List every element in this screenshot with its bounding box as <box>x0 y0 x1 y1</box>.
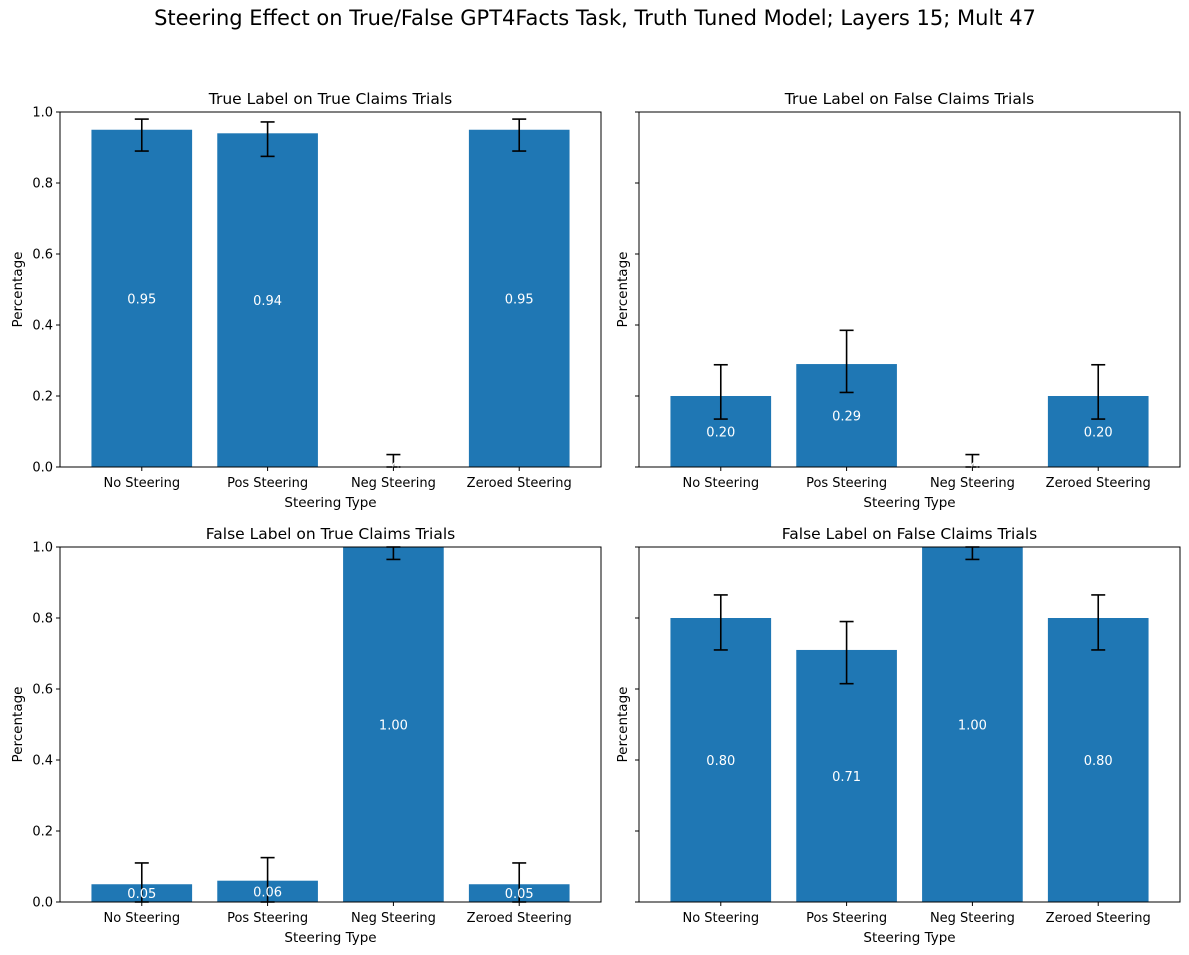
x-axis-label: Steering Type <box>284 930 376 946</box>
figure-title: Steering Effect on True/False GPT4Facts … <box>154 6 1036 30</box>
y-axis-label: Percentage <box>615 687 631 763</box>
error-bar <box>134 118 149 152</box>
bar <box>796 649 897 902</box>
bar <box>343 547 444 902</box>
y-axis-label: Percentage <box>10 687 26 763</box>
panel-title: True Label on False Claims Trials <box>784 90 1034 108</box>
y-tick-label: 0.2 <box>32 825 53 840</box>
x-tick-label: Neg Steering <box>930 476 1015 491</box>
panel-title: True Label on True Claims Trials <box>208 90 452 108</box>
x-tick-label: Neg Steering <box>351 911 436 926</box>
bar-value-label: 0.20 <box>706 426 735 441</box>
bar <box>91 129 193 467</box>
error-bar <box>713 363 728 420</box>
bar-value-label: 0.29 <box>832 410 861 425</box>
y-tick-label: 0.0 <box>32 461 53 476</box>
bar-value-label: 0.80 <box>706 754 735 769</box>
x-tick-label: Zeroed Steering <box>1046 476 1151 491</box>
y-tick-label: 0.8 <box>32 612 53 627</box>
chart-panel-3: 0.05 0.06 1.00 0.05 0.0 0.2 0.4 0.6 0.8 1.0 No Ste… <box>10 525 602 946</box>
bar <box>217 133 318 468</box>
bar-value-label: 0.95 <box>505 292 534 307</box>
x-tick-label: No Steering <box>682 911 759 926</box>
y-tick-label: 1.0 <box>32 541 53 556</box>
bar-value-label: 0.95 <box>127 292 156 307</box>
y-tick-label: 0.6 <box>32 683 53 698</box>
x-axis-label: Steering Type <box>863 930 955 946</box>
error-bar <box>839 620 854 685</box>
y-tick-label: 0.4 <box>32 319 53 334</box>
y-axis-label: Percentage <box>10 252 26 328</box>
bar-value-label: 0.94 <box>253 294 282 309</box>
x-tick-label: Zeroed Steering <box>1046 911 1151 926</box>
error-bar <box>512 118 527 152</box>
bar-value-label: 0.06 <box>253 885 282 900</box>
error-bar <box>1091 363 1106 420</box>
bar <box>468 129 570 467</box>
x-tick-label: No Steering <box>103 476 180 491</box>
plot-frame <box>638 111 1181 468</box>
bar-value-label: 0.71 <box>832 770 861 785</box>
x-tick-label: Zeroed Steering <box>467 476 572 491</box>
x-tick-label: Zeroed Steering <box>467 911 572 926</box>
chart-panel-4: 0.80 0.71 1.00 0.80 No Steering Pos Steering N… <box>615 525 1181 946</box>
plot-frame <box>59 111 602 468</box>
y-tick-label: 0.6 <box>32 248 53 263</box>
panel-title: False Label on True Claims Trials <box>206 525 455 543</box>
bar-value-label: 1.00 <box>958 719 987 734</box>
x-tick-label: No Steering <box>682 476 759 491</box>
x-axis-label: Steering Type <box>863 495 955 511</box>
x-tick-label: Pos Steering <box>806 911 887 926</box>
y-tick-label: 0.0 <box>32 896 53 911</box>
panel-title: False Label on False Claims Trials <box>782 525 1037 543</box>
bar-value-label: 1.00 <box>379 719 408 734</box>
error-bar <box>260 121 275 158</box>
bar <box>922 547 1023 902</box>
x-axis-label: Steering Type <box>284 495 376 511</box>
chart-panel-1: 0.95 0.940.000.950.00.20.40.60.81.0No Ste… <box>10 90 602 511</box>
x-tick-label: No Steering <box>103 911 180 926</box>
bar-value-label: 0.80 <box>1084 754 1113 769</box>
y-tick-label: 0.4 <box>32 754 53 769</box>
x-tick-label: Neg Steering <box>930 911 1015 926</box>
error-bar <box>1091 594 1106 651</box>
y-tick-label: 0.2 <box>32 390 53 405</box>
x-tick-label: Pos Steering <box>227 911 308 926</box>
x-tick-label: Neg Steering <box>351 476 436 491</box>
y-axis-label: Percentage <box>615 252 631 328</box>
bar-value-label: 0.05 <box>127 887 156 902</box>
bar-value-label: 0.05 <box>505 887 534 902</box>
error-bar <box>839 329 854 394</box>
error-bar <box>713 594 728 651</box>
bar-value-label: 0.20 <box>1084 426 1113 441</box>
y-tick-label: 0.8 <box>32 177 53 192</box>
bar <box>670 618 772 902</box>
x-tick-label: Pos Steering <box>227 476 308 491</box>
bar <box>1047 618 1149 902</box>
plot-frame <box>638 546 1181 903</box>
plot-frame <box>59 546 602 903</box>
x-tick-label: Pos Steering <box>806 476 887 491</box>
y-tick-label: 1.0 <box>32 106 53 121</box>
